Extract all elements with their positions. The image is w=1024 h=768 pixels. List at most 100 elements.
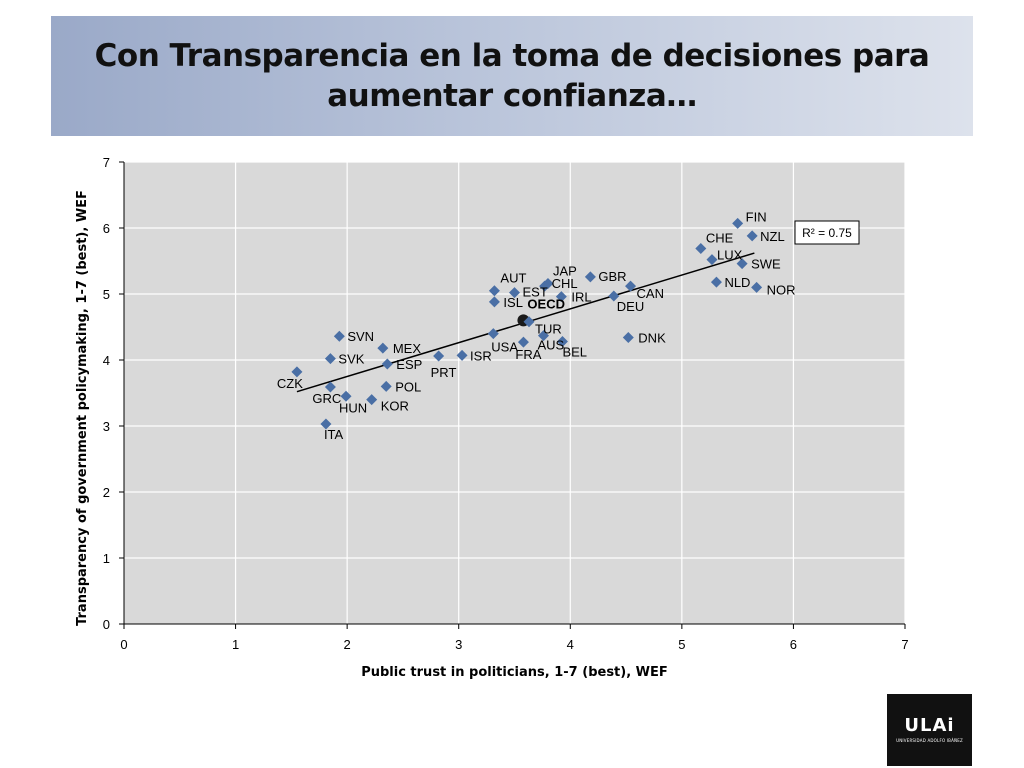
point-label-tur: TUR <box>535 322 562 337</box>
point-pol <box>380 380 392 392</box>
point-label-jap: JAP <box>553 263 577 278</box>
point-label-swe: SWE <box>751 257 781 272</box>
point-label-czk: CZK <box>277 376 303 391</box>
plot-background <box>124 162 905 624</box>
r2-annotation: R² = 0.75 <box>802 226 852 240</box>
point-label-svk: SVK <box>338 352 364 367</box>
x-axis-title: Public trust in politicians, 1-7 (best),… <box>361 665 668 680</box>
point-aus <box>538 330 550 342</box>
point-svk <box>324 353 336 365</box>
y-tick-label: 7 <box>103 155 110 170</box>
y-tick-label: 0 <box>103 617 110 632</box>
point-deu <box>608 290 620 302</box>
point-label-aus: AUS <box>538 338 565 353</box>
point-label-isl: ISL <box>503 295 523 310</box>
point-fin <box>732 217 744 229</box>
y-tick-label: 5 <box>103 287 110 302</box>
x-tick-label: 4 <box>567 637 574 652</box>
point-label-nor: NOR <box>767 282 796 297</box>
point-label-che: CHE <box>706 230 734 245</box>
x-tick-label: 0 <box>120 637 127 652</box>
slide-title: Con Transparencia en la toma de decision… <box>94 38 930 114</box>
point-swe <box>736 258 748 270</box>
point-aut <box>488 285 500 297</box>
plot-area <box>124 161 906 624</box>
point-label-grc: GRC <box>312 391 341 406</box>
point-esp <box>381 358 393 370</box>
point-nld <box>710 276 722 288</box>
point-label-mex: MEX <box>393 341 422 356</box>
x-tick-label: 7 <box>901 637 908 652</box>
point-label-est: EST <box>523 285 548 300</box>
x-tick-label: 6 <box>790 637 797 652</box>
point-label-svn: SVN <box>347 329 374 344</box>
y-tick-label: 1 <box>103 551 110 566</box>
axes: 0 1 2 3 4 5 6 7 0 1 2 3 4 5 6 7 <box>103 155 909 652</box>
point-label-deu: DEU <box>617 299 644 314</box>
point-bel <box>556 336 568 348</box>
logo-subtitle: UNIVERSIDAD ADOLFO IBÁÑEZ <box>896 738 963 743</box>
point-label-irl: IRL <box>571 290 591 305</box>
point-label-lux: LUX <box>717 248 743 263</box>
point-label-gbr: GBR <box>598 269 626 284</box>
point-che <box>695 242 707 254</box>
y-tick-label: 3 <box>103 419 110 434</box>
point-label-fin: FIN <box>746 209 767 224</box>
y-tick-label: 2 <box>103 485 110 500</box>
point-label-dnk: DNK <box>638 331 666 346</box>
point-label-prt: PRT <box>431 365 457 380</box>
point-lux <box>706 254 718 266</box>
point-label-usa: USA <box>491 340 518 355</box>
point-label-fra: FRA <box>515 347 541 362</box>
point-label-hun: HUN <box>339 400 367 415</box>
point-svn <box>333 330 345 342</box>
point-label-ita: ITA <box>324 427 344 442</box>
point-label-can: CAN <box>637 286 664 301</box>
x-tick-label: 2 <box>344 637 351 652</box>
point-label-isr: ISR <box>470 348 492 363</box>
point-nzl <box>746 230 758 242</box>
x-tick-label: 5 <box>678 637 685 652</box>
point-isl <box>488 296 500 308</box>
point-label-aut: AUT <box>500 271 526 286</box>
point-dnk <box>622 332 634 344</box>
point-label-oecd: OECD <box>527 296 565 311</box>
point-ita <box>320 418 332 430</box>
point-prt <box>433 350 445 362</box>
point-kor <box>366 394 378 406</box>
point-mex <box>377 342 389 354</box>
point-fra <box>517 336 529 348</box>
annotation-group: R² = 0.75 <box>794 220 860 245</box>
y-tick-label: 4 <box>103 353 110 368</box>
point-label-chl: CHL <box>552 276 578 291</box>
point-label-esp: ESP <box>396 357 422 372</box>
university-logo: ULAi UNIVERSIDAD ADOLFO IBÁÑEZ <box>887 694 972 766</box>
point-isr <box>456 349 468 361</box>
data-points <box>291 217 763 430</box>
y-tick-label: 6 <box>103 221 110 236</box>
x-tick-label: 1 <box>232 637 239 652</box>
point-gbr <box>584 271 596 283</box>
point-grc <box>324 381 336 393</box>
point-can <box>625 280 637 292</box>
x-tick-label: 3 <box>455 637 462 652</box>
point-label-kor: KOR <box>381 399 409 414</box>
logo-mark: ULAi <box>904 715 955 736</box>
point-tur <box>523 316 535 328</box>
point-irl <box>555 291 567 303</box>
y-axis-title: Transparency of government policymaking,… <box>75 190 90 626</box>
point-label-nld: NLD <box>724 275 750 290</box>
point-nor <box>751 281 763 293</box>
slide-title-band: Con Transparencia en la toma de decision… <box>51 16 973 136</box>
point-usa <box>487 328 499 340</box>
point-label-nzl: NZL <box>760 229 785 244</box>
point-est <box>509 287 520 299</box>
point-hun <box>340 390 352 402</box>
point-label-pol: POL <box>395 379 421 394</box>
point-chl <box>539 280 551 292</box>
point-czk <box>291 366 303 378</box>
r2-box <box>794 220 860 245</box>
point-label-bel: BEL <box>562 345 587 360</box>
